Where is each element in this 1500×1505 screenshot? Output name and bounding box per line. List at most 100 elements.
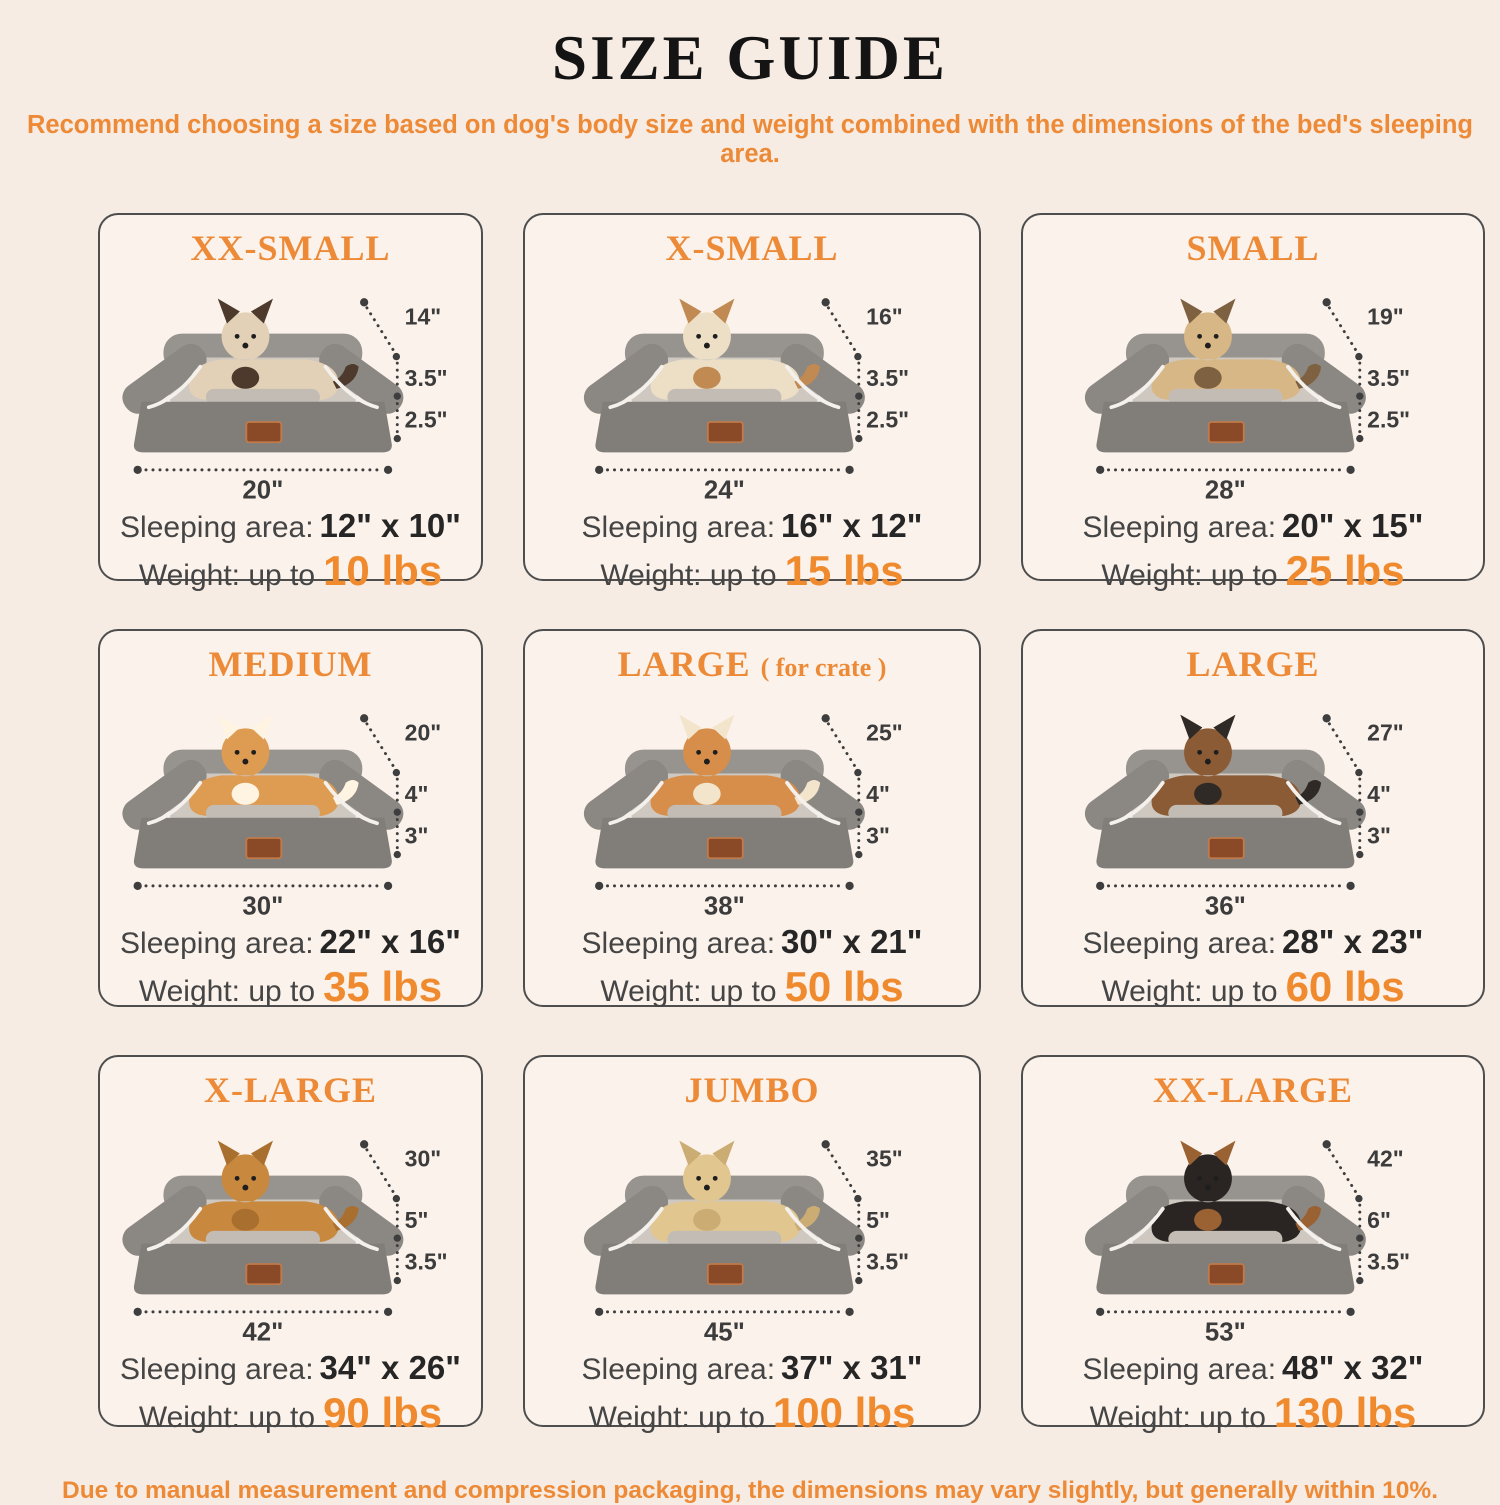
weight-value: 90 lbs	[323, 1389, 443, 1436]
base-height-label: 3"	[405, 823, 429, 849]
depth-dimension-label: 35"	[866, 1145, 903, 1171]
depth-dimension-label: 42"	[1367, 1145, 1404, 1171]
dog-silhouette	[189, 714, 359, 816]
sleeping-area-label: Sleeping area:	[1082, 511, 1277, 544]
sleeping-area-line: Sleeping area: 48" x 32"	[1083, 1349, 1424, 1387]
size-name: MEDIUM	[208, 644, 373, 684]
sleeping-area-value: 20" x 15"	[1282, 507, 1424, 544]
sleeping-area-label: Sleeping area:	[120, 927, 314, 960]
size-card-large-crate: LARGE ( for crate ) 25" 4" 3" 38" Sleepi…	[523, 629, 981, 1010]
weight-label: Weight:	[138, 975, 240, 1008]
weight-label: Weight:	[138, 1401, 240, 1434]
pet-markings	[1180, 1140, 1322, 1231]
size-card-x-small: X-SMALL 16" 3.5" 2.5" 24" Sleeping area:…	[523, 213, 981, 594]
size-name: LARGE	[1186, 644, 1320, 684]
up-to-label: up to	[248, 559, 316, 592]
weight-value: 10 lbs	[323, 547, 443, 594]
size-name: X-LARGE	[203, 1070, 377, 1110]
bolster-height-label: 3.5"	[405, 365, 448, 391]
width-dimension-label: 45"	[704, 1318, 745, 1345]
sleeping-area-label: Sleeping area:	[1082, 927, 1277, 960]
bed-illustration: 30" 5" 3.5" 42"	[116, 1138, 448, 1345]
base-height-label: 3.5"	[866, 1249, 909, 1275]
sleeping-area-label: Sleeping area:	[120, 1353, 314, 1386]
pet-body	[650, 1154, 801, 1242]
width-dimension-label: 28"	[1205, 476, 1246, 503]
weight-line: Weight: up to 90 lbs	[139, 1389, 442, 1437]
size-note: ( for crate )	[760, 653, 887, 682]
weight-line: Weight: up to 10 lbs	[139, 547, 442, 595]
size-name: X-SMALL	[665, 228, 839, 268]
pet-body	[189, 312, 339, 400]
up-to-label: up to	[709, 559, 777, 592]
bed-illustration: 20" 4" 3" 30"	[116, 712, 441, 919]
depth-dimension-label: 25"	[866, 719, 903, 745]
bed-illustration: 16" 3.5" 2.5" 24"	[578, 296, 909, 503]
base-height-label: 2.5"	[1367, 407, 1410, 433]
weight-value: 25 lbs	[1285, 547, 1405, 594]
bolster-height-label: 3.5"	[1367, 365, 1410, 391]
dog-silhouette	[1151, 298, 1322, 400]
pet-body	[189, 1154, 339, 1242]
dog-silhouette	[650, 714, 821, 816]
sleeping-area-label: Sleeping area:	[581, 511, 776, 544]
page-title: SIZE GUIDE	[552, 23, 948, 93]
pet-body	[1151, 312, 1302, 400]
weight-line: Weight: up to 15 lbs	[600, 547, 903, 595]
depth-dimension-label: 27"	[1367, 719, 1404, 745]
weight-value: 130 lbs	[1273, 1389, 1417, 1436]
up-to-label: up to	[1210, 559, 1278, 592]
pet-markings	[679, 1140, 821, 1231]
width-dimension-label: 20"	[242, 476, 283, 503]
base-height-label: 3"	[1367, 823, 1391, 849]
size-card-xx-large: XX-LARGE 42" 6" 3.5" 53" Sleeping area: 4…	[1021, 1055, 1485, 1436]
depth-dimension-label: 16"	[866, 303, 903, 329]
base-height-label: 3.5"	[1367, 1249, 1410, 1275]
weight-line: Weight: up to 60 lbs	[1101, 963, 1404, 1011]
weight-value: 100 lbs	[772, 1389, 916, 1436]
sleeping-area-value: 34" x 26"	[319, 1349, 461, 1386]
sleeping-area-value: 28" x 23"	[1282, 923, 1424, 960]
width-dimension-label: 24"	[704, 476, 745, 503]
sleeping-area-line: Sleeping area: 20" x 15"	[1083, 507, 1424, 545]
bolster-height-label: 3.5"	[866, 365, 909, 391]
weight-label: Weight:	[1101, 559, 1203, 592]
bolster-height-label: 4"	[866, 781, 890, 807]
width-dimension-label: 36"	[1205, 892, 1246, 919]
up-to-label: up to	[248, 975, 316, 1008]
bed-illustration: 25" 4" 3" 38"	[578, 712, 903, 919]
sleeping-area-line: Sleeping area: 12" x 10"	[120, 507, 461, 545]
bolster-height-label: 4"	[1367, 781, 1391, 807]
size-card-large: LARGE 27" 4" 3" 36" Sleeping area: 28" x …	[1021, 629, 1485, 1010]
size-card-x-large: X-LARGE 30" 5" 3.5" 42" Sleeping area: 34…	[98, 1055, 483, 1436]
pet-body	[650, 728, 801, 816]
pet-body	[1151, 1154, 1302, 1242]
up-to-label: up to	[709, 975, 777, 1008]
size-name: XX-SMALL	[190, 228, 391, 268]
bolster-height-label: 5"	[405, 1207, 429, 1233]
card-title: X-SMALL	[665, 227, 838, 269]
card-title: JUMBO	[685, 1069, 820, 1111]
sleeping-area-line: Sleeping area: 34" x 26"	[120, 1349, 461, 1387]
bolster-height-label: 5"	[866, 1207, 890, 1233]
sleeping-area-line: Sleeping area: 16" x 12"	[582, 507, 923, 545]
width-dimension-label: 38"	[704, 892, 745, 919]
dog-silhouette	[1151, 714, 1322, 816]
size-name: XX-LARGE	[1152, 1070, 1353, 1110]
depth-dimension-label: 19"	[1367, 303, 1404, 329]
card-title: XX-SMALL	[190, 227, 390, 269]
width-dimension-label: 30"	[242, 892, 283, 919]
sleeping-area-value: 37" x 31"	[781, 1349, 923, 1386]
weight-value: 15 lbs	[784, 547, 904, 594]
bolster-height-label: 6"	[1367, 1207, 1391, 1233]
bed-illustration: 35" 5" 3.5" 45"	[578, 1138, 909, 1345]
pet-markings	[217, 298, 359, 389]
pet-body	[189, 728, 339, 816]
base-height-label: 3.5"	[405, 1249, 448, 1275]
weight-value: 50 lbs	[784, 963, 904, 1010]
card-title: SMALL	[1186, 227, 1319, 269]
weight-label: Weight:	[600, 559, 702, 592]
depth-dimension-label: 14"	[405, 303, 442, 329]
bed-illustration: 19" 3.5" 2.5" 28"	[1079, 296, 1410, 503]
